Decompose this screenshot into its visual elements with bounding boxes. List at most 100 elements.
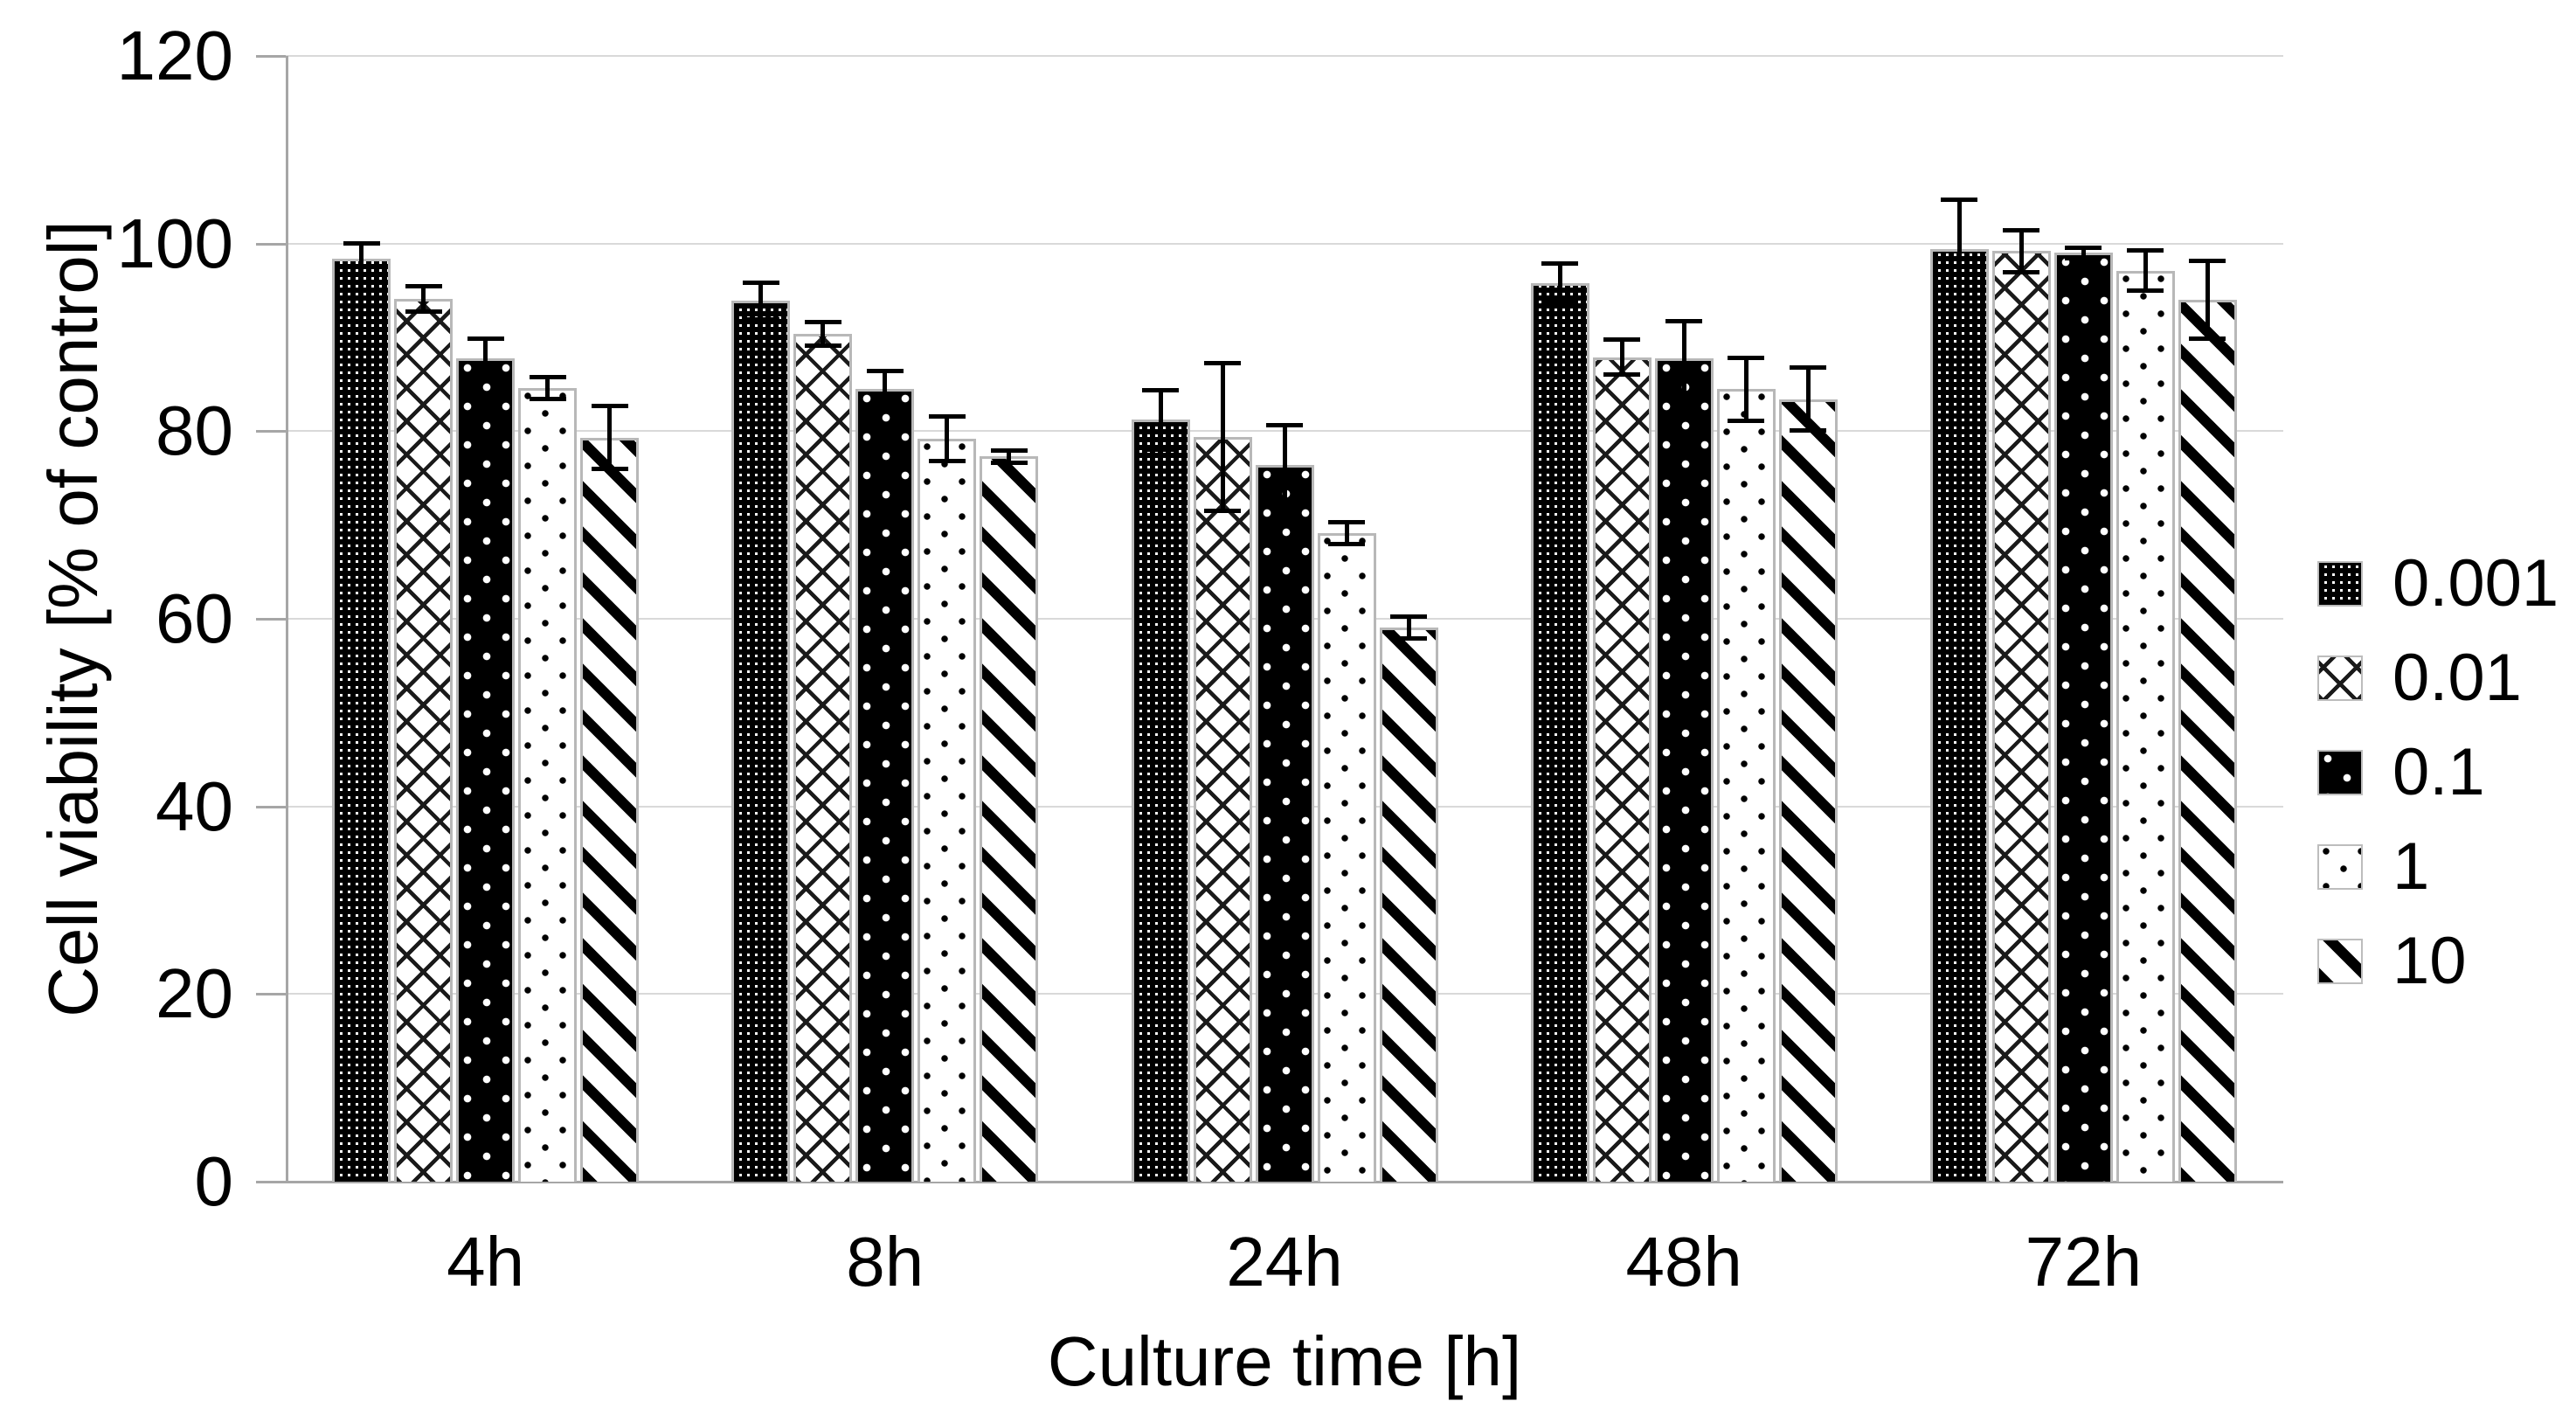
error-bar xyxy=(2081,246,2086,259)
error-bar-cap-bottom xyxy=(591,467,628,472)
x-axis-line xyxy=(256,1181,2283,1183)
legend-swatch-black-white-dots-icon xyxy=(2317,750,2363,795)
error-bar-cap-top xyxy=(591,404,628,409)
error-bar-cap-bottom xyxy=(804,343,841,348)
error-bar-cap-bottom xyxy=(1142,447,1179,452)
legend-item-0.01: 0.01 xyxy=(2317,641,2559,715)
legend-label: 0.01 xyxy=(2392,641,2522,715)
legend-item-1: 1 xyxy=(2317,829,2559,904)
error-bar-cap-bottom xyxy=(1603,371,1641,377)
error-bar-cap-bottom xyxy=(928,458,966,463)
error-bar-cap-top xyxy=(2127,248,2164,253)
error-bar-cap-top xyxy=(1790,365,1827,371)
bar-72h-0.001 xyxy=(1929,249,1989,1182)
error-bar-cap-top xyxy=(928,414,966,420)
y-tick-label: 60 xyxy=(156,579,233,657)
error-bar-cap-top xyxy=(343,240,380,246)
legend-swatch-white-black-dots-icon xyxy=(2317,844,2363,890)
legend-label: 10 xyxy=(2392,924,2467,998)
bar-8h-10 xyxy=(980,456,1039,1182)
error-bar xyxy=(1619,339,1624,375)
bar-8h-0.01 xyxy=(793,333,853,1182)
error-bar-cap-bottom xyxy=(2065,255,2102,260)
error-bar-cap-top xyxy=(990,447,1028,453)
error-bar xyxy=(1344,522,1349,545)
y-tick-label: 80 xyxy=(156,392,233,470)
y-tick-label: 40 xyxy=(156,766,233,845)
error-bar xyxy=(2205,260,2210,340)
error-bar xyxy=(883,370,888,408)
y-tick-label: 20 xyxy=(156,954,233,1033)
error-bar-cap-top xyxy=(1142,388,1179,393)
error-bar xyxy=(758,281,764,320)
error-bar xyxy=(1956,199,1962,299)
bar-8h-1 xyxy=(918,438,977,1182)
bar-48h-0.01 xyxy=(1592,357,1652,1182)
error-bar xyxy=(421,285,426,312)
error-bar-cap-bottom xyxy=(1204,508,1241,513)
bar-72h-0.01 xyxy=(1991,251,2051,1182)
error-bar-cap-bottom xyxy=(343,272,380,277)
legend-item-0.1: 0.1 xyxy=(2317,735,2559,809)
error-bar xyxy=(821,321,826,346)
error-bar-cap-top xyxy=(2065,245,2102,250)
error-bar-cap-bottom xyxy=(1728,418,1765,423)
error-bar-cap-top xyxy=(1266,422,1303,427)
x-category-label: 4h xyxy=(447,1223,525,1301)
bar-48h-10 xyxy=(1778,399,1838,1182)
bar-4h-10 xyxy=(580,437,640,1182)
gridline xyxy=(286,55,2283,57)
legend-label: 0.001 xyxy=(2392,546,2559,621)
error-bar-cap-top xyxy=(1204,360,1241,365)
y-axis-tick xyxy=(256,55,286,58)
error-bar-cap-top xyxy=(1390,614,1427,619)
y-tick-label: 120 xyxy=(116,17,233,94)
error-bar-cap-top xyxy=(1941,198,1978,203)
error-bar-cap-top xyxy=(1328,520,1365,525)
error-bar xyxy=(1007,449,1012,463)
error-bar xyxy=(2019,229,2024,273)
bar-4h-0.1 xyxy=(456,357,516,1182)
bar-8h-0.1 xyxy=(855,389,915,1182)
x-axis-title: Culture time [h] xyxy=(1047,1322,1522,1400)
legend-item-10: 10 xyxy=(2317,924,2559,998)
y-axis-tick xyxy=(256,805,286,808)
bar-4h-0.01 xyxy=(394,298,454,1182)
x-category-label: 48h xyxy=(1625,1223,1742,1301)
legend-swatch-dense-weave-icon xyxy=(2317,561,2363,607)
legend-item-0.001: 0.001 xyxy=(2317,546,2559,621)
bar-4h-0.001 xyxy=(332,258,391,1182)
y-axis-tick xyxy=(256,242,286,246)
legend-label: 1 xyxy=(2392,829,2430,904)
bar-24h-0.01 xyxy=(1193,436,1252,1182)
error-bar xyxy=(1557,263,1562,303)
error-bar xyxy=(945,416,950,461)
error-bar xyxy=(1406,615,1411,639)
error-bar-cap-bottom xyxy=(2189,336,2226,342)
bar-72h-10 xyxy=(2178,300,2237,1182)
error-bar-cap-bottom xyxy=(990,460,1028,465)
legend-label: 0.1 xyxy=(2392,735,2485,809)
error-bar-cap-bottom xyxy=(1665,392,1703,398)
error-bar-cap-top xyxy=(1728,355,1765,360)
bar-48h-0.001 xyxy=(1530,282,1589,1182)
error-bar-cap-top xyxy=(1603,337,1641,343)
error-bar-cap-top xyxy=(2189,258,2226,263)
legend-swatch-crosshatch-icon xyxy=(2317,656,2363,701)
error-bar-cap-bottom xyxy=(1390,635,1427,641)
bar-48h-1 xyxy=(1716,389,1776,1182)
bar-8h-0.001 xyxy=(731,301,791,1182)
error-bar xyxy=(545,377,551,399)
bar-4h-1 xyxy=(518,387,578,1182)
error-bar-cap-bottom xyxy=(1541,300,1579,305)
legend-swatch-diagonal-stripes-icon xyxy=(2317,939,2363,984)
legend: 0.001 0.01 0.1 1 10 xyxy=(2317,546,2559,1031)
x-category-label: 24h xyxy=(1226,1223,1343,1301)
error-bar-cap-top xyxy=(529,375,566,380)
y-axis-line xyxy=(286,56,288,1182)
error-bar xyxy=(1681,320,1686,396)
y-axis-tick xyxy=(256,430,286,434)
bar-72h-0.1 xyxy=(2053,253,2113,1182)
y-axis-tick xyxy=(256,993,286,996)
